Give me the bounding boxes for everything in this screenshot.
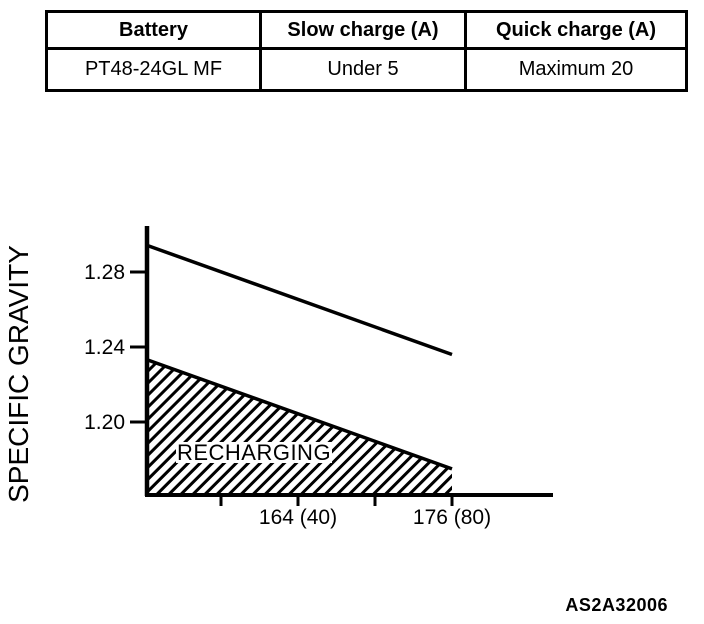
table-header-battery: Battery: [48, 13, 262, 50]
recharging-region: [148, 360, 452, 495]
y-axis-title: SPECIFIC GRAVITY: [3, 245, 34, 503]
y-tick-label: 1.20: [84, 411, 125, 434]
x-axis-ticks: 164 (40) 176 (80): [219, 495, 491, 529]
x-tick-label: 164 (40): [259, 506, 337, 529]
x-tick-label: 176 (80): [413, 506, 491, 529]
table-header-slow-charge: Slow charge (A): [262, 13, 467, 50]
y-tick-label: 1.28: [84, 261, 125, 284]
figure-code: AS2A32006: [565, 595, 668, 615]
y-axis-ticks: 1.28 1.24 1.20: [84, 261, 147, 434]
table-cell-battery-model: PT48-24GL MF: [48, 50, 262, 89]
recharging-limit-line: [147, 358, 453, 471]
table-header-quick-charge: Quick charge (A): [467, 13, 685, 50]
battery-spec-table: Battery Slow charge (A) Quick charge (A)…: [45, 10, 688, 92]
recharging-region-label: RECHARGING: [177, 440, 331, 465]
y-tick-label: 1.24: [84, 336, 125, 359]
table-cell-slow-charge-value: Under 5: [262, 50, 467, 89]
fully-charged-line: [147, 244, 453, 357]
table-cell-quick-charge-value: Maximum 20: [467, 50, 685, 89]
recharging-label-background: [176, 442, 332, 463]
